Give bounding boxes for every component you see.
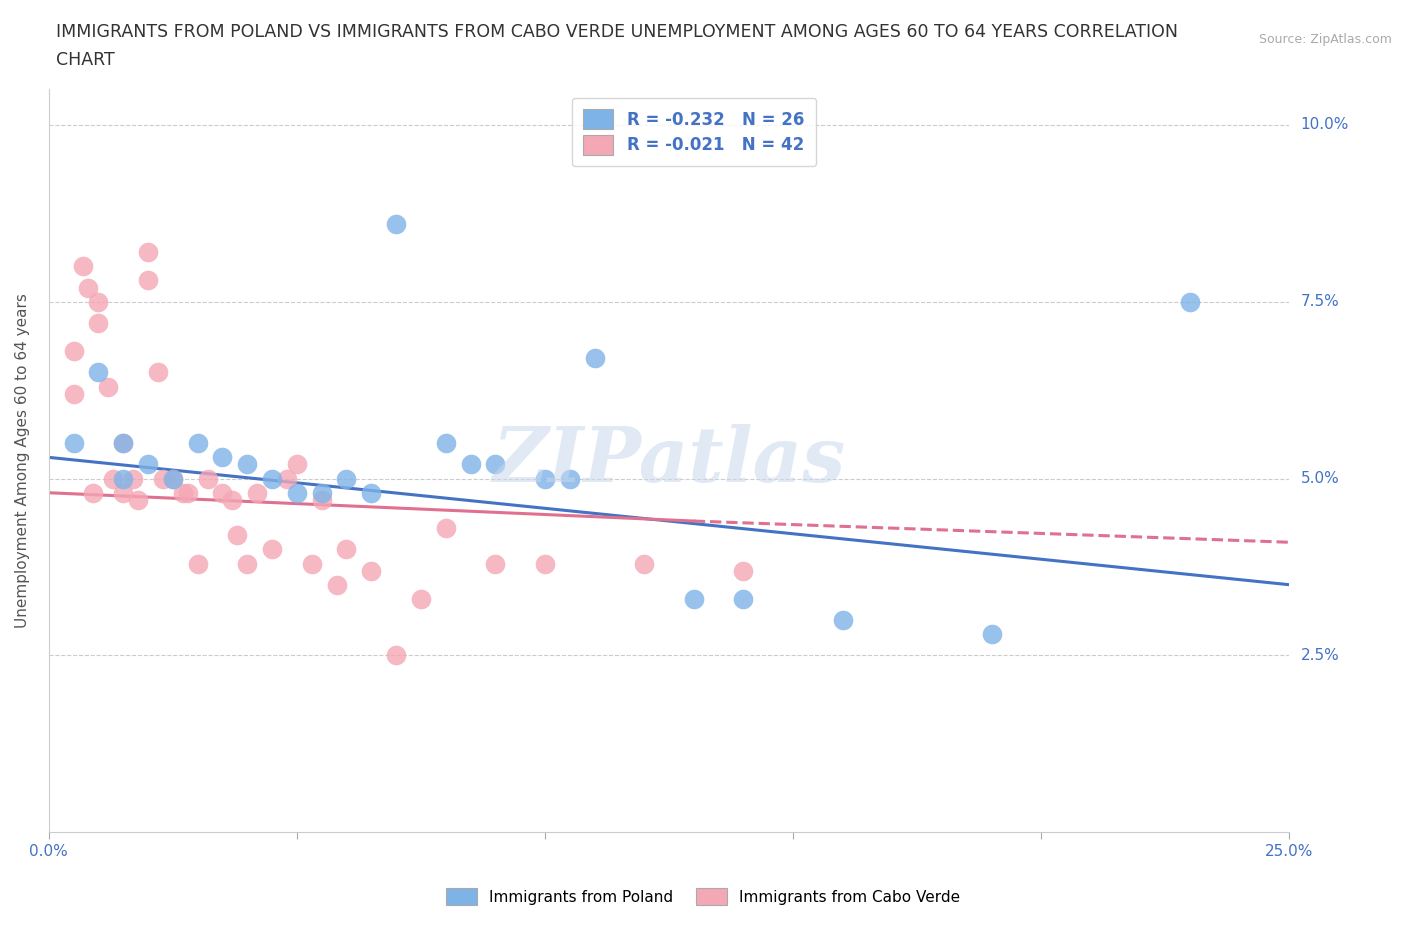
Point (122, 472, 145, 486)
Point (385, 648, 408, 663)
Point (112, 485, 135, 500)
Point (62, 436, 84, 451)
Point (434, 436, 457, 451)
Point (172, 485, 194, 500)
Point (285, 485, 308, 500)
Point (633, 556, 655, 571)
Y-axis label: Unemployment Among Ages 60 to 64 years: Unemployment Among Ages 60 to 64 years (15, 294, 30, 629)
Point (112, 436, 135, 451)
Point (127, 492, 149, 507)
Point (980, 627, 1002, 642)
Point (136, 457, 159, 472)
Legend: Immigrants from Poland, Immigrants from Cabo Verde: Immigrants from Poland, Immigrants from … (439, 880, 967, 913)
Point (360, 564, 382, 578)
Point (434, 521, 457, 536)
Point (409, 591, 432, 606)
Text: CHART: CHART (56, 51, 115, 69)
Point (236, 556, 259, 571)
Point (72, 259, 94, 273)
Point (112, 472, 135, 486)
Point (103, 472, 125, 486)
Point (558, 472, 581, 486)
Point (360, 485, 382, 500)
Point (325, 578, 347, 592)
Point (682, 591, 704, 606)
Point (197, 472, 219, 486)
Point (226, 527, 249, 542)
Text: Source: ZipAtlas.com: Source: ZipAtlas.com (1258, 33, 1392, 46)
Legend: R = -0.232   N = 26, R = -0.021   N = 42: R = -0.232 N = 26, R = -0.021 N = 42 (572, 98, 815, 166)
Text: 2.5%: 2.5% (1301, 648, 1339, 663)
Point (152, 472, 174, 486)
Point (733, 564, 755, 578)
Point (385, 217, 408, 232)
Point (62, 344, 84, 359)
Point (260, 472, 283, 486)
Point (82, 485, 104, 500)
Point (246, 485, 269, 500)
Point (335, 542, 357, 557)
Point (211, 450, 233, 465)
Point (534, 472, 557, 486)
Point (87, 294, 110, 309)
Point (534, 556, 557, 571)
Point (187, 556, 209, 571)
Text: 7.5%: 7.5% (1301, 294, 1339, 309)
Point (162, 472, 184, 486)
Point (335, 472, 357, 486)
Point (311, 485, 333, 500)
Point (276, 472, 298, 486)
Point (77, 280, 100, 295)
Point (1178, 294, 1201, 309)
Point (236, 457, 259, 472)
Point (136, 245, 159, 259)
Point (831, 613, 853, 628)
Point (260, 542, 283, 557)
Point (211, 485, 233, 500)
Point (583, 351, 606, 365)
Point (146, 365, 169, 379)
Text: IMMIGRANTS FROM POLAND VS IMMIGRANTS FROM CABO VERDE UNEMPLOYMENT AMONG AGES 60 : IMMIGRANTS FROM POLAND VS IMMIGRANTS FRO… (56, 23, 1178, 41)
Point (285, 457, 308, 472)
Point (176, 485, 198, 500)
Point (311, 492, 333, 507)
Point (733, 591, 755, 606)
Point (62, 386, 84, 401)
Point (112, 436, 135, 451)
Text: ZIPatlas: ZIPatlas (492, 424, 845, 498)
Text: 10.0%: 10.0% (1301, 117, 1348, 132)
Point (87, 365, 110, 379)
Point (162, 472, 184, 486)
Point (187, 436, 209, 451)
Point (460, 457, 482, 472)
Point (221, 492, 243, 507)
Point (301, 556, 323, 571)
Point (484, 556, 506, 571)
Text: 5.0%: 5.0% (1301, 472, 1339, 486)
Point (97, 379, 120, 394)
Point (484, 457, 506, 472)
Point (136, 273, 159, 288)
Point (87, 315, 110, 330)
